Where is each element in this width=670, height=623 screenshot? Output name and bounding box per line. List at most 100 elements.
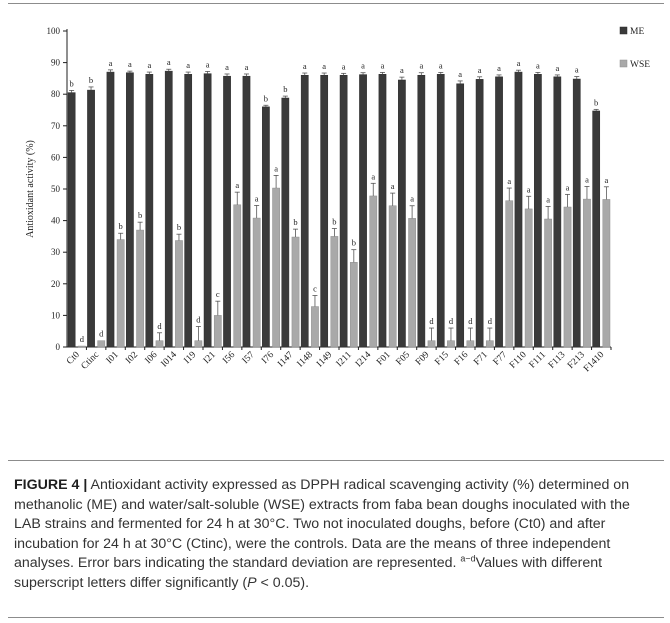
legend-label-wse: WSE: [630, 60, 650, 70]
x-tick-label: F1410: [582, 350, 606, 374]
x-tick-label: I014: [160, 350, 180, 370]
bar-me-i014: [164, 70, 173, 348]
significance-letter: b: [69, 78, 73, 88]
bar-wse-i57: [252, 217, 261, 348]
y-tick-label: 40: [51, 216, 61, 226]
bar-wse-ctinc: [97, 340, 106, 348]
legend-label-me: ME: [630, 27, 644, 37]
significance-letter: a: [206, 59, 210, 69]
y-tick-label: 0: [56, 342, 61, 352]
significance-letter: a: [527, 184, 531, 194]
bar-me-f113: [553, 76, 562, 348]
significance-letter: d: [80, 334, 85, 344]
bar-wse-i148: [311, 306, 319, 348]
chart-caption-rule: [8, 460, 664, 461]
x-tick-label: F111: [528, 350, 549, 371]
x-tick-label: I02: [124, 350, 140, 366]
y-tick-label: 70: [51, 121, 61, 131]
bar-me-i01: [106, 71, 115, 348]
x-tick-label: I06: [144, 350, 160, 366]
bar-wse-i21: [213, 315, 222, 348]
x-tick-label: I147: [276, 350, 296, 370]
significance-letter: a: [497, 63, 501, 73]
x-tick-label: F01: [375, 350, 393, 368]
significance-letter: b: [352, 238, 356, 248]
bar-me-f213: [572, 78, 581, 348]
significance-letter: a: [371, 171, 375, 181]
significance-letter: a: [478, 65, 482, 75]
legend-swatch-wse: [619, 59, 628, 68]
top-rule: [8, 3, 664, 4]
caption-text-2: Values with different superscript letter…: [14, 555, 603, 591]
bar-me-ctinc: [87, 89, 95, 348]
bar-me-i147: [281, 97, 290, 348]
x-tick-label: F16: [453, 350, 471, 368]
bar-me-i57: [242, 75, 251, 348]
bar-wse-i56: [233, 204, 242, 348]
significance-letter: b: [119, 221, 123, 231]
significance-letter: a: [128, 59, 132, 69]
bottom-rule: [8, 617, 664, 618]
significance-letter: b: [293, 217, 297, 227]
bar-wse-i149: [330, 236, 339, 348]
significance-letter: a: [225, 62, 229, 72]
y-tick-label: 90: [51, 58, 61, 68]
bar-chart: 0 10 20 30 40 50 60 70 80 90 100 Antioxidant activi…: [25, 26, 650, 374]
caption-text-1: Antioxidant activity expressed as DPPH r…: [14, 477, 630, 572]
bar-me-ct0: [67, 92, 76, 348]
y-tick-label: 80: [51, 89, 61, 99]
significance-letter: a: [546, 194, 550, 204]
x-tick-label: F15: [433, 350, 451, 368]
bar-wse-f111: [544, 218, 552, 348]
x-tick-label: I57: [241, 350, 257, 366]
significance-letter: a: [575, 65, 579, 75]
bar-wse-f15: [447, 340, 455, 348]
significance-letter: a: [458, 69, 462, 79]
bar-me-i214: [359, 74, 367, 348]
x-tick-label: F113: [547, 350, 568, 371]
significance-letter: a: [245, 62, 249, 72]
bar-wse-i147: [291, 236, 300, 348]
significance-letter: b: [283, 84, 287, 94]
y-tick-label: 30: [51, 247, 61, 257]
bar-me-f09: [417, 74, 426, 348]
bar-wse-f05: [408, 218, 416, 348]
caption-p-symbol: P: [247, 574, 257, 591]
significance-letter: c: [216, 289, 220, 299]
bar-wse-i19: [194, 340, 203, 348]
bar-wse-f110: [524, 208, 533, 348]
significance-letter: a: [536, 60, 540, 70]
bar-me-i211: [339, 74, 348, 348]
bar-me-i06: [145, 74, 154, 348]
bar-me-f111: [534, 74, 542, 348]
bar-wse-f113: [563, 206, 572, 348]
bar-wse-f09: [427, 340, 436, 348]
bar-me-f77: [495, 76, 503, 348]
bar-wse-i211: [349, 262, 358, 348]
bar-wse-f213: [583, 198, 591, 348]
x-tick-label: I149: [315, 350, 335, 370]
significance-letter: d: [449, 316, 454, 326]
x-tick-label: I76: [260, 350, 276, 366]
bar-wse-f77: [505, 200, 514, 348]
y-tick-label: 60: [51, 152, 61, 162]
x-tick-label: Ctinc: [80, 350, 102, 372]
significance-letter: a: [147, 60, 151, 70]
figure-caption: FIGURE 4 | Antioxidant activity expresse…: [14, 476, 659, 594]
caption-lead: FIGURE 4 |: [14, 477, 88, 493]
bar-wse-i214: [369, 195, 378, 348]
bar-me-i148: [300, 74, 309, 348]
significance-letter: a: [255, 193, 259, 203]
significance-letter: b: [264, 93, 268, 103]
significance-letter: a: [167, 57, 171, 67]
y-tick-label: 100: [47, 26, 61, 36]
significance-letter: a: [303, 61, 307, 71]
x-tick-label: I21: [202, 350, 218, 366]
significance-letter: a: [604, 175, 608, 185]
x-tick-label: F09: [414, 350, 432, 368]
caption-superscript: a−d: [460, 553, 476, 564]
significance-letter: a: [361, 61, 365, 71]
x-tick-label: F71: [472, 350, 490, 368]
significance-letter: c: [313, 283, 317, 293]
